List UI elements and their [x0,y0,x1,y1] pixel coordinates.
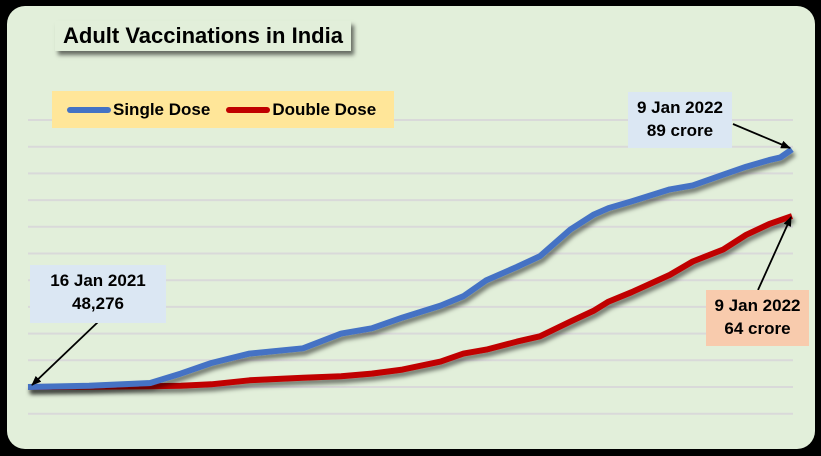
double-dose-swatch-icon [226,106,271,113]
callout-single-end: 9 Jan 2022 89 crore [628,92,732,148]
series-line-double-dose [27,213,793,390]
callout-date: 9 Jan 2022 [714,296,801,315]
chart-title: Adult Vaccinations in India [55,21,351,51]
legend-item-single-dose: Single Dose [67,100,210,120]
legend-item-double-dose: Double Dose [226,100,376,120]
series-lines [27,146,794,390]
callout-date: 16 Jan 2021 [50,271,146,290]
arrow-single-end [732,123,791,149]
callout-date: 9 Jan 2022 [636,98,723,117]
callout-value: 89 crore [646,121,714,140]
series-line-single-dose [27,146,794,390]
callout-double-end: 9 Jan 2022 64 crore [706,290,809,346]
callout-start: 16 Jan 2021 48,276 [30,265,166,323]
callout-value: 64 crore [724,319,791,338]
callout-arrows [31,123,792,386]
legend-label: Single Dose [113,99,211,119]
arrow-double-end [757,216,792,291]
arrow-start [31,321,99,386]
legend-label: Double Dose [272,99,377,119]
single-dose-swatch-icon [67,106,111,113]
legend: Single Dose Double Dose [52,91,394,128]
callout-value: 48,276 [72,294,124,313]
